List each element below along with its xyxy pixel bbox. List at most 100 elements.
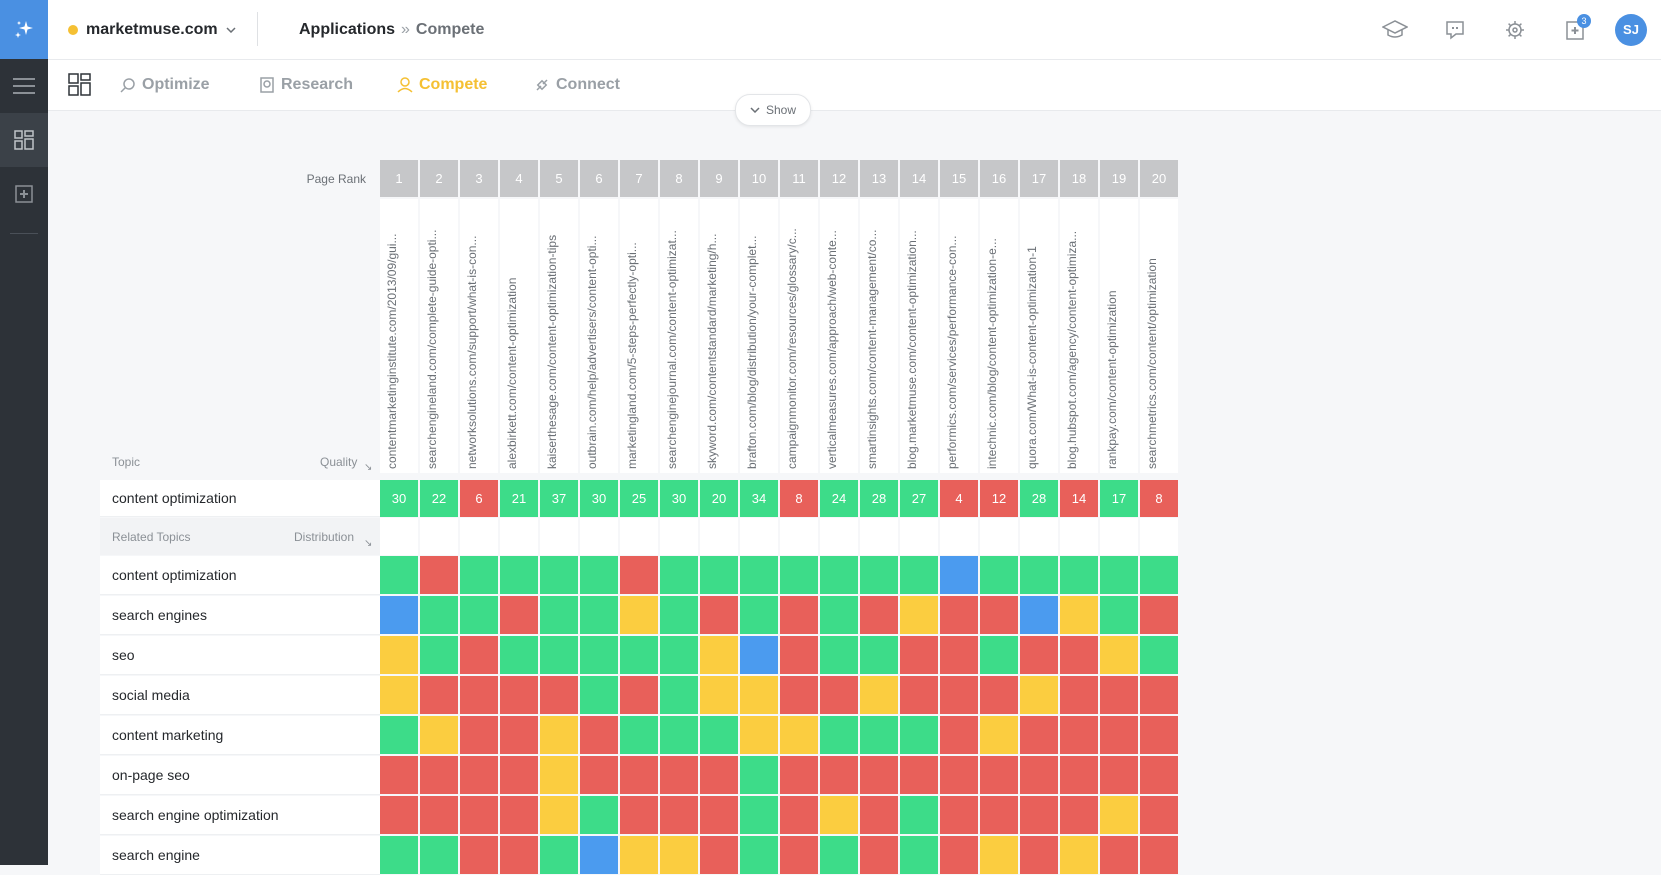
distribution-cell[interactable]	[420, 716, 458, 754]
url-label[interactable]: alexbirkett.com/content-optimization	[505, 277, 519, 469]
distribution-cell[interactable]	[860, 756, 898, 794]
distribution-cell[interactable]	[1020, 676, 1058, 714]
url-column[interactable]: alexbirkett.com/content-optimization	[500, 199, 538, 473]
distribution-cell[interactable]	[1140, 836, 1178, 874]
url-column[interactable]: outbrain.com/help/advertisers/content-op…	[580, 199, 618, 473]
distribution-cell[interactable]	[500, 796, 538, 834]
tab-compete[interactable]: Compete	[397, 60, 487, 110]
distribution-cell[interactable]	[420, 556, 458, 594]
quality-score-cell[interactable]: 28	[1020, 480, 1058, 517]
distribution-cell[interactable]	[700, 716, 738, 754]
distribution-cell[interactable]	[660, 636, 698, 674]
distribution-cell[interactable]	[700, 636, 738, 674]
distribution-cell[interactable]	[500, 636, 538, 674]
distribution-cell[interactable]	[460, 756, 498, 794]
distribution-cell[interactable]	[1020, 596, 1058, 634]
learn-button[interactable]	[1365, 0, 1425, 59]
distribution-cell[interactable]	[500, 596, 538, 634]
distribution-cell[interactable]	[900, 596, 938, 634]
show-filters-button[interactable]: Show	[735, 94, 811, 126]
distribution-cell[interactable]	[500, 556, 538, 594]
quality-score-cell[interactable]: 8	[1140, 480, 1178, 517]
distribution-cell[interactable]	[420, 596, 458, 634]
distribution-cell[interactable]	[980, 796, 1018, 834]
distribution-cell[interactable]	[1060, 836, 1098, 874]
distribution-cell[interactable]	[1060, 636, 1098, 674]
distribution-cell[interactable]	[780, 636, 818, 674]
distribution-cell[interactable]	[740, 556, 778, 594]
quality-label[interactable]: Quality	[320, 455, 358, 469]
url-label[interactable]: searchengineland.com/complete-guide-opti…	[425, 229, 439, 469]
url-label[interactable]: verticalmeasures.com/approach/web-conte.…	[825, 230, 839, 469]
distribution-cell[interactable]	[580, 676, 618, 714]
url-label[interactable]: smartinsights.com/content-management/co.…	[865, 229, 879, 469]
distribution-cell[interactable]	[500, 716, 538, 754]
distribution-cell[interactable]	[620, 596, 658, 634]
distribution-cell[interactable]	[740, 636, 778, 674]
distribution-cell[interactable]	[1140, 796, 1178, 834]
distribution-cell[interactable]	[1140, 636, 1178, 674]
distribution-cell[interactable]	[780, 796, 818, 834]
distribution-cell[interactable]	[1020, 796, 1058, 834]
distribution-cell[interactable]	[980, 716, 1018, 754]
new-document-button[interactable]	[0, 167, 48, 221]
distribution-cell[interactable]	[620, 636, 658, 674]
distribution-cell[interactable]	[1100, 676, 1138, 714]
distribution-cell[interactable]	[780, 756, 818, 794]
url-label[interactable]: searchenginejournal.com/content-optimiza…	[665, 230, 679, 469]
distribution-cell[interactable]	[700, 756, 738, 794]
quality-score-cell[interactable]: 37	[540, 480, 578, 517]
distribution-cell[interactable]	[860, 636, 898, 674]
distribution-cell[interactable]	[900, 636, 938, 674]
distribution-cell[interactable]	[900, 676, 938, 714]
quality-score-cell[interactable]: 22	[420, 480, 458, 517]
distribution-cell[interactable]	[780, 716, 818, 754]
distribution-cell[interactable]	[540, 556, 578, 594]
url-label[interactable]: kaiserthesage.com/content-optimization-t…	[545, 234, 559, 469]
distribution-cell[interactable]	[940, 756, 978, 794]
distribution-cell[interactable]	[900, 756, 938, 794]
url-column[interactable]: intechnic.com/blog/content-optimization-…	[980, 199, 1018, 473]
distribution-cell[interactable]	[980, 596, 1018, 634]
distribution-cell[interactable]	[1020, 836, 1058, 874]
distribution-cell[interactable]	[460, 636, 498, 674]
distribution-cell[interactable]	[980, 676, 1018, 714]
feedback-button[interactable]	[1425, 0, 1485, 59]
url-column[interactable]: contentmarketinginstitute.com/2013/09/gu…	[380, 199, 418, 473]
url-column[interactable]: verticalmeasures.com/approach/web-conte.…	[820, 199, 858, 473]
notifications-button[interactable]: 3	[1545, 0, 1605, 59]
url-column[interactable]: kaiserthesage.com/content-optimization-t…	[540, 199, 578, 473]
distribution-cell[interactable]	[1100, 596, 1138, 634]
distribution-cell[interactable]	[620, 716, 658, 754]
marketmuse-logo[interactable]	[0, 0, 48, 59]
distribution-cell[interactable]	[740, 836, 778, 874]
url-column[interactable]: searchengineland.com/complete-guide-opti…	[420, 199, 458, 473]
distribution-cell[interactable]	[820, 636, 858, 674]
distribution-cell[interactable]	[460, 796, 498, 834]
quality-score-cell[interactable]: 27	[900, 480, 938, 517]
distribution-cell[interactable]	[500, 836, 538, 874]
quality-score-cell[interactable]: 20	[700, 480, 738, 517]
distribution-cell[interactable]	[860, 676, 898, 714]
distribution-cell[interactable]	[380, 636, 418, 674]
distribution-cell[interactable]	[540, 756, 578, 794]
distribution-cell[interactable]	[820, 716, 858, 754]
distribution-cell[interactable]	[1140, 596, 1178, 634]
url-column[interactable]: networksolutions.com/support/what-is-con…	[460, 199, 498, 473]
url-label[interactable]: intechnic.com/blog/content-optimization-…	[985, 238, 999, 469]
distribution-cell[interactable]	[540, 716, 578, 754]
distribution-cell[interactable]	[380, 836, 418, 874]
url-label[interactable]: performics.com/services/performance-con.…	[945, 235, 959, 469]
distribution-cell[interactable]	[780, 676, 818, 714]
tab-connect[interactable]: Connect	[534, 60, 620, 110]
distribution-cell[interactable]	[1020, 716, 1058, 754]
distribution-cell[interactable]	[420, 756, 458, 794]
quality-score-cell[interactable]: 12	[980, 480, 1018, 517]
distribution-cell[interactable]	[1060, 556, 1098, 594]
distribution-cell[interactable]	[980, 556, 1018, 594]
distribution-cell[interactable]	[940, 796, 978, 834]
distribution-cell[interactable]	[1100, 556, 1138, 594]
distribution-cell[interactable]	[740, 596, 778, 634]
distribution-cell[interactable]	[700, 796, 738, 834]
app-switcher-button[interactable]	[68, 73, 92, 102]
